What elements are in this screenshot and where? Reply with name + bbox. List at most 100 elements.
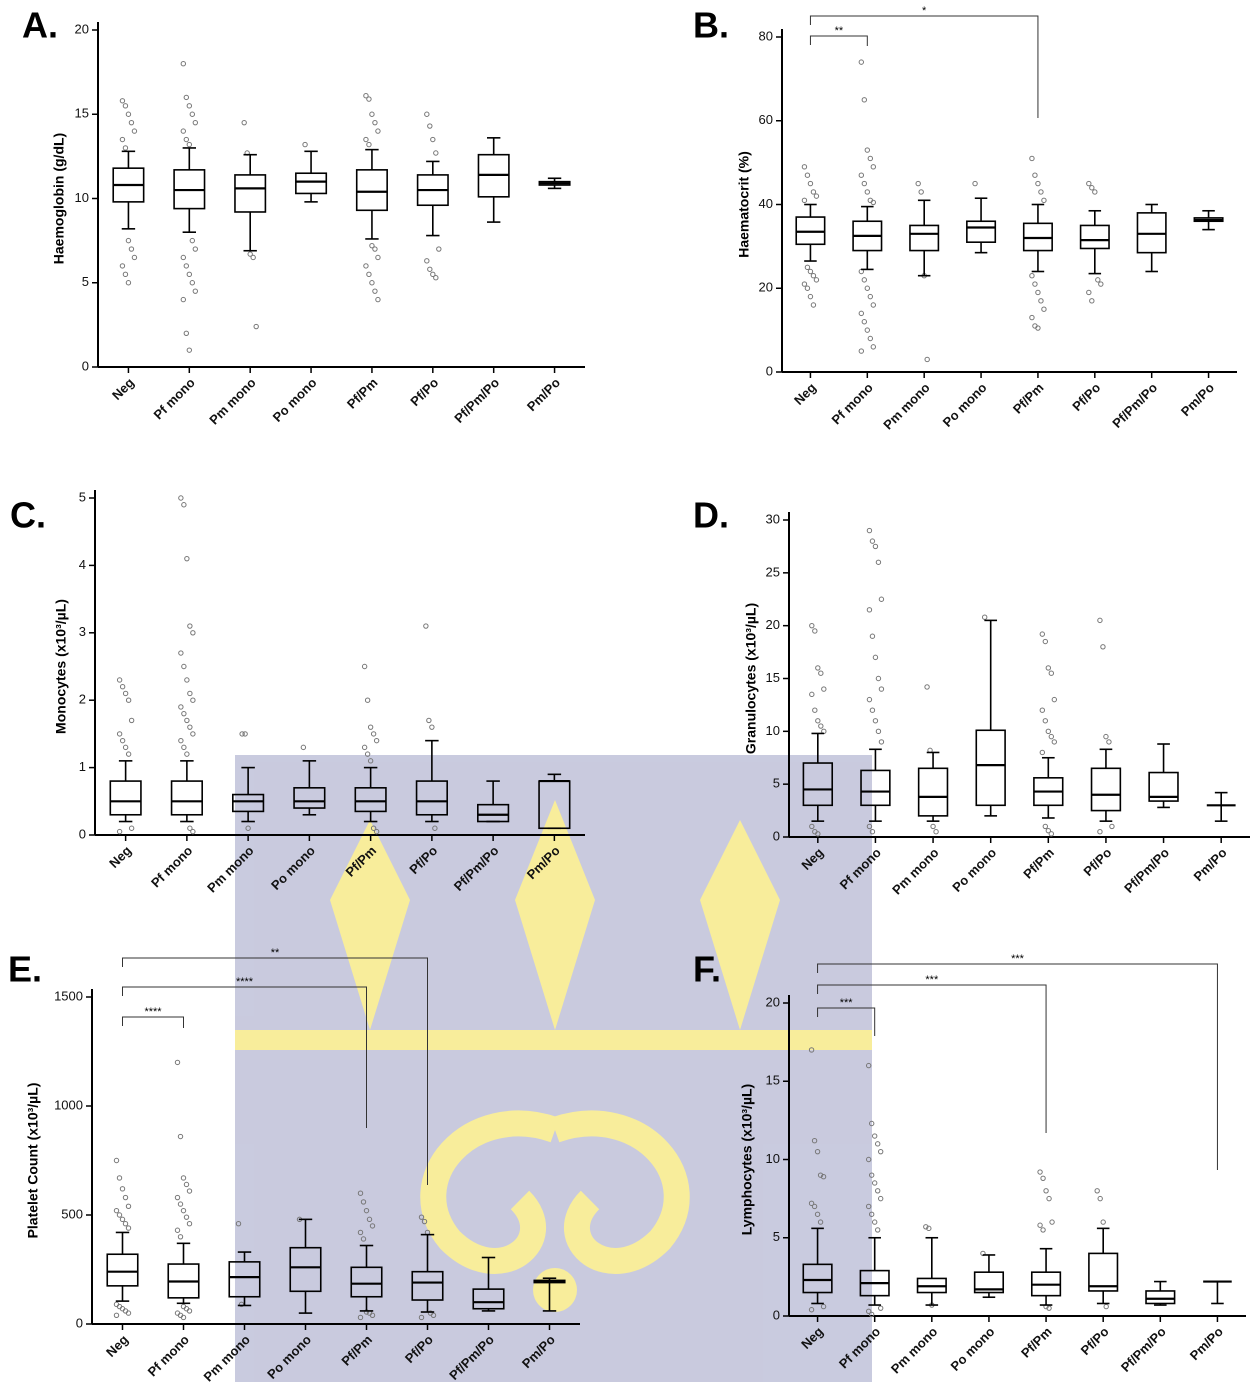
- outlier: [1045, 728, 1052, 735]
- outlier: [423, 623, 429, 629]
- outlier: [363, 1207, 370, 1214]
- y-tick-label: 0: [773, 1307, 780, 1322]
- outlier: [1032, 281, 1038, 287]
- box: [350, 1266, 383, 1298]
- outlier: [874, 1141, 881, 1147]
- outlier: [804, 172, 811, 178]
- outlier: [432, 825, 438, 831]
- outlier: [181, 502, 187, 508]
- panel-label: F.: [693, 949, 721, 990]
- outlier: [180, 1314, 187, 1321]
- outlier: [436, 246, 442, 252]
- outlier: [875, 559, 882, 565]
- outlier: [918, 189, 924, 195]
- outlier: [125, 111, 132, 117]
- outlier: [245, 825, 251, 831]
- outlier: [119, 1186, 126, 1192]
- outlier: [1042, 718, 1049, 724]
- outlier: [878, 686, 885, 692]
- outlier: [372, 246, 378, 252]
- outlier: [418, 1314, 425, 1321]
- outlier: [180, 254, 187, 261]
- outlier: [809, 823, 815, 830]
- outlier: [427, 123, 433, 129]
- outlier: [810, 189, 817, 195]
- outlier: [187, 825, 193, 831]
- box: [170, 780, 203, 816]
- outlier: [128, 825, 135, 831]
- y-axis-title: Haematocrit (%): [736, 151, 752, 258]
- outlier: [874, 1227, 881, 1233]
- x-tick-label: Pf/Pm: [1010, 380, 1047, 417]
- outlier: [877, 1305, 884, 1311]
- outlier: [250, 254, 256, 261]
- outlier: [366, 96, 372, 102]
- x-tick-label: Pm mono: [889, 845, 942, 898]
- outlier: [183, 263, 190, 269]
- outlier: [364, 697, 371, 703]
- outlier: [868, 1120, 875, 1127]
- outlier: [122, 690, 129, 697]
- x-tick-label: Pm mono: [880, 380, 933, 433]
- outlier: [865, 1062, 872, 1069]
- outlier: [177, 1201, 184, 1207]
- outlier: [187, 724, 193, 730]
- outlier: [184, 555, 190, 562]
- outlier: [190, 731, 196, 737]
- outlier: [1045, 665, 1052, 671]
- outlier: [1038, 298, 1044, 304]
- outlier: [877, 1148, 884, 1155]
- outlier: [418, 1214, 425, 1220]
- outlier: [1040, 1227, 1046, 1233]
- outlier: [930, 823, 936, 830]
- outlier: [1103, 1303, 1109, 1310]
- outlier: [429, 724, 435, 730]
- outlier: [858, 348, 865, 354]
- outlier: [878, 596, 885, 602]
- outlier: [184, 717, 190, 724]
- y-tick-label: 3: [79, 624, 86, 639]
- significance-bracket: [817, 984, 1047, 1133]
- outlier: [807, 268, 814, 275]
- outlier: [872, 718, 879, 724]
- outlier: [1045, 827, 1052, 834]
- outlier: [1039, 707, 1046, 713]
- outlier: [1035, 289, 1041, 296]
- outlier: [915, 180, 921, 187]
- outlier: [370, 731, 377, 737]
- outlier: [125, 1225, 132, 1231]
- outlier: [373, 737, 380, 744]
- y-tick-label: 10: [75, 190, 89, 205]
- outlier: [814, 1148, 821, 1155]
- outlier: [430, 136, 436, 143]
- outlier: [424, 111, 430, 117]
- outlier: [116, 1212, 123, 1218]
- outlier: [373, 828, 380, 835]
- box: [1088, 1252, 1119, 1292]
- box: [228, 1261, 261, 1298]
- outlier: [122, 1221, 129, 1227]
- outlier: [178, 495, 184, 501]
- y-tick-label: 20: [759, 280, 773, 295]
- outlier: [858, 172, 865, 178]
- outlier: [119, 684, 126, 690]
- outlier: [189, 111, 196, 117]
- outlier: [865, 1308, 872, 1315]
- outlier: [1048, 670, 1055, 676]
- outlier: [177, 1234, 184, 1240]
- significance-label: ****: [236, 976, 254, 988]
- outlier: [181, 663, 187, 670]
- box: [1079, 224, 1110, 250]
- outlier: [809, 691, 815, 698]
- y-axis-title: Lymphocytes (x10³/µL): [739, 1084, 755, 1235]
- outlier: [184, 751, 190, 757]
- outlier: [180, 1207, 187, 1214]
- outlier: [180, 1175, 187, 1181]
- y-tick-label: 5: [79, 489, 86, 504]
- x-tick-label: Pf/Po: [407, 375, 441, 409]
- outlier: [363, 93, 369, 99]
- outlier: [116, 731, 123, 737]
- outlier: [804, 264, 811, 271]
- outlier: [302, 141, 308, 148]
